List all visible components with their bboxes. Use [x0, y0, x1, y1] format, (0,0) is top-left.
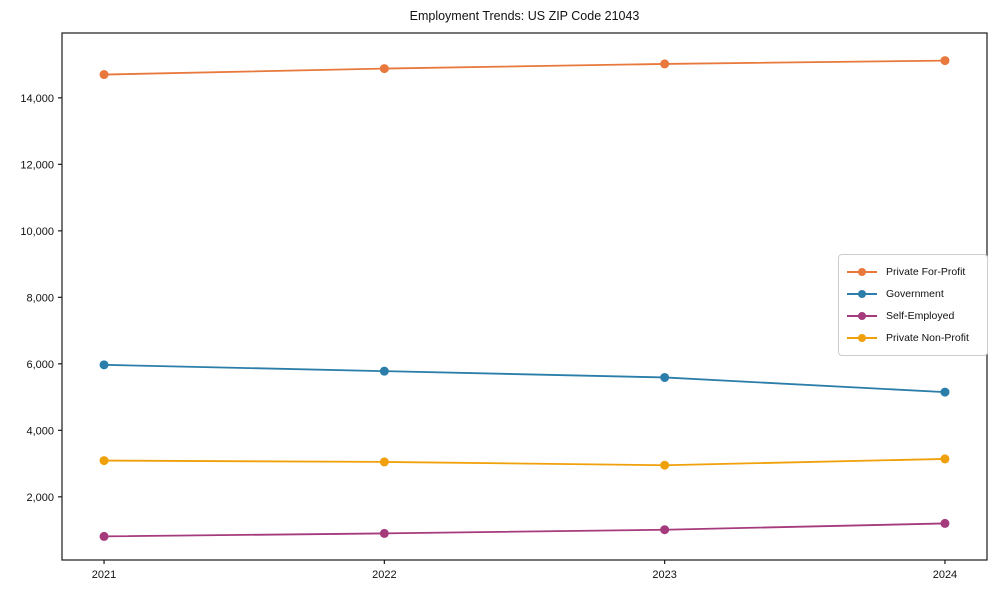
x-tick-label: 2021 [92, 569, 116, 581]
legend-label: Private For-Profit [886, 266, 966, 278]
data-point [379, 457, 389, 467]
legend-item: Government [847, 283, 979, 305]
data-point [660, 372, 670, 382]
legend-line-marker-icon [847, 333, 877, 343]
legend-item: Self-Employed [847, 305, 979, 327]
data-point [99, 456, 109, 466]
legend-line-marker-icon [847, 311, 877, 321]
legend-label: Private Non-Profit [886, 332, 969, 344]
legend-label: Government [886, 288, 944, 300]
legend-line-marker-icon [847, 267, 877, 277]
y-tick-label: 2,000 [26, 492, 54, 504]
y-tick-label: 8,000 [26, 292, 54, 304]
data-point [379, 64, 389, 74]
data-point [99, 70, 109, 80]
legend-line-marker-icon [847, 289, 877, 299]
data-point [940, 518, 950, 528]
series-line-self-employed [104, 522, 945, 538]
series-line-government [104, 363, 946, 393]
data-point [99, 360, 109, 370]
data-point [660, 59, 670, 69]
data-point [940, 56, 950, 66]
data-point [379, 366, 389, 376]
x-tick-label: 2024 [933, 569, 957, 581]
data-point [99, 531, 109, 541]
data-point [660, 460, 670, 470]
x-tick-label: 2023 [652, 569, 676, 581]
series-line-private-for-profit [104, 59, 945, 76]
y-tick-label: 12,000 [20, 159, 54, 171]
y-tick-label: 4,000 [26, 425, 54, 437]
series-line-private-non-profit [104, 458, 945, 467]
data-point [940, 387, 950, 397]
y-tick-label: 14,000 [20, 93, 54, 105]
legend-item: Private Non-Profit [847, 327, 979, 349]
legend: Private For-Profit Government Self-Employe… [838, 254, 988, 356]
data-point [940, 454, 950, 464]
legend-item: Private For-Profit [847, 261, 979, 283]
data-point [379, 528, 389, 538]
x-tick-label: 2022 [372, 569, 396, 581]
y-tick-label: 10,000 [20, 226, 54, 238]
chart-title: Employment Trends: US ZIP Code 21043 [409, 9, 640, 23]
legend-label: Self-Employed [886, 310, 955, 322]
data-point [660, 525, 670, 535]
y-tick-label: 6,000 [26, 359, 54, 371]
